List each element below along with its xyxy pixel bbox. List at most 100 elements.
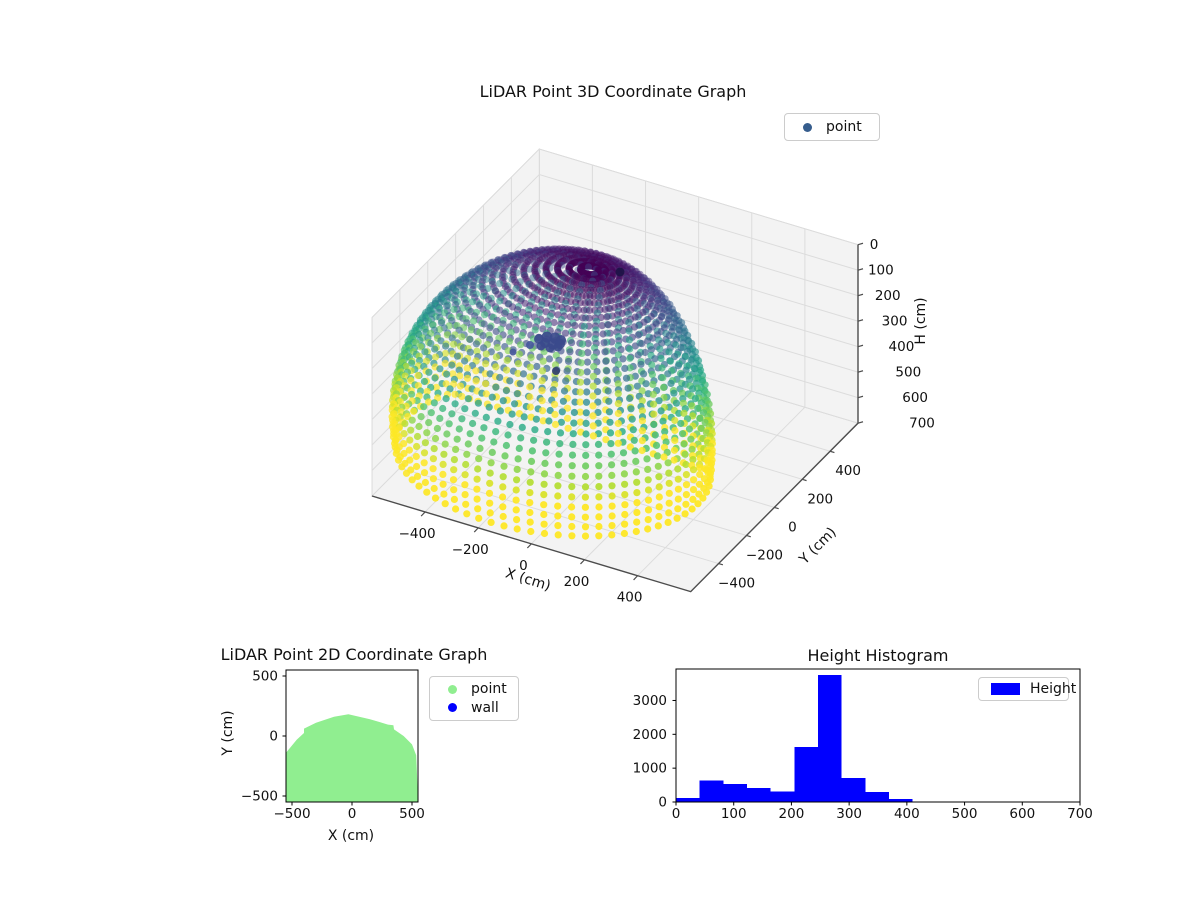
lidar-point [608, 492, 616, 500]
lidar-point [604, 258, 612, 266]
lidar-point [456, 382, 465, 390]
lidar-point [421, 478, 429, 487]
lidar-point [501, 452, 509, 460]
lidar-point [432, 383, 440, 391]
lidar-point [533, 362, 541, 371]
lidar-point [559, 257, 567, 265]
lidar-point [448, 334, 456, 342]
lidar-point [619, 261, 628, 269]
lidar-point [526, 256, 534, 264]
lidar-point [494, 417, 502, 425]
lidar-point [622, 374, 631, 382]
lidar-point [490, 438, 498, 446]
lidar-point [575, 273, 583, 281]
lidar-point [420, 459, 428, 467]
lidar-point [660, 453, 668, 461]
lidar-point [626, 345, 634, 353]
lidar-point [578, 349, 586, 357]
lidar-point [496, 407, 504, 415]
lidar-point [634, 351, 642, 359]
lidar-point [475, 514, 483, 522]
lidar-point [558, 261, 566, 269]
lidar-point [600, 253, 608, 261]
lidar-point [507, 257, 515, 265]
lidar-point [571, 398, 579, 406]
lidar-point [553, 265, 562, 273]
lidar-point [674, 465, 682, 473]
lidar-point [587, 252, 595, 260]
lidar-point [586, 262, 594, 270]
lidar-point [554, 247, 562, 255]
lidar-point [496, 297, 504, 305]
lidar-point [423, 429, 431, 437]
legend-label: point [826, 119, 862, 135]
lidar-point [565, 245, 573, 253]
lidar-point [584, 252, 592, 260]
lidar-point [659, 374, 667, 382]
lidar-point [576, 408, 584, 416]
lidar-point [627, 270, 635, 279]
lidar-point [608, 267, 617, 275]
lidar-point [566, 254, 575, 263]
lidar-point [575, 258, 583, 266]
lidar-point [638, 340, 646, 348]
lidar-point [594, 260, 602, 268]
lidar-point [564, 424, 572, 432]
lidar-point [593, 270, 601, 278]
lidar-point [568, 451, 577, 459]
lidar-point [588, 262, 596, 270]
lidar-point [573, 273, 581, 281]
y-tick-mark [829, 450, 835, 454]
lidar-point [582, 430, 590, 438]
lidar-point [554, 248, 562, 256]
lidar-point [561, 245, 570, 253]
lidar-point [598, 322, 606, 330]
lidar-point [486, 370, 494, 378]
chart3d-title: LiDAR Point 3D Coordinate Graph [479, 82, 747, 101]
lidar-point [633, 508, 641, 517]
lidar-point [568, 462, 576, 470]
lidar-point [561, 329, 570, 337]
lidar-point [453, 352, 461, 360]
lidar-point [543, 268, 551, 276]
lidar-point [526, 489, 534, 497]
lidar-point [492, 383, 500, 391]
lidar-point [421, 439, 429, 447]
lidar-point [498, 273, 506, 281]
y-tick-label: 200 [807, 491, 833, 507]
lidar-point [638, 407, 647, 415]
lidar-point [559, 245, 567, 253]
lidar-point [568, 472, 576, 480]
lidar-point [655, 503, 663, 511]
lidar-point [505, 254, 513, 262]
lidar-point [496, 373, 504, 382]
lidar-point [550, 247, 558, 255]
lidar-point [544, 270, 552, 278]
lidar-point [593, 264, 601, 272]
lidar-point [555, 245, 563, 253]
lidar-point [651, 355, 659, 363]
lidar-point [590, 271, 599, 279]
x-tick-label: 500 [399, 806, 425, 822]
lidar-point [568, 503, 576, 511]
lidar-point [614, 360, 623, 368]
lidar-point [602, 436, 610, 444]
lidar-point [702, 488, 711, 496]
lidar-point [609, 268, 617, 276]
lidar-point [679, 389, 687, 397]
lidar-point [692, 374, 700, 382]
lidar-point [502, 253, 510, 262]
lidar-point [525, 265, 534, 273]
x-tick-mark [580, 559, 585, 565]
lidar-point [602, 357, 610, 365]
lidar-point [546, 273, 554, 281]
lidar-point [524, 257, 532, 266]
lidar-point [531, 266, 539, 275]
lidar-point [563, 246, 571, 254]
lidar-point [566, 268, 574, 276]
lidar-point [464, 440, 472, 448]
lidar-point [512, 506, 520, 514]
lidar-point [682, 500, 690, 508]
lidar-point [606, 264, 614, 272]
lidar-point [606, 429, 615, 437]
